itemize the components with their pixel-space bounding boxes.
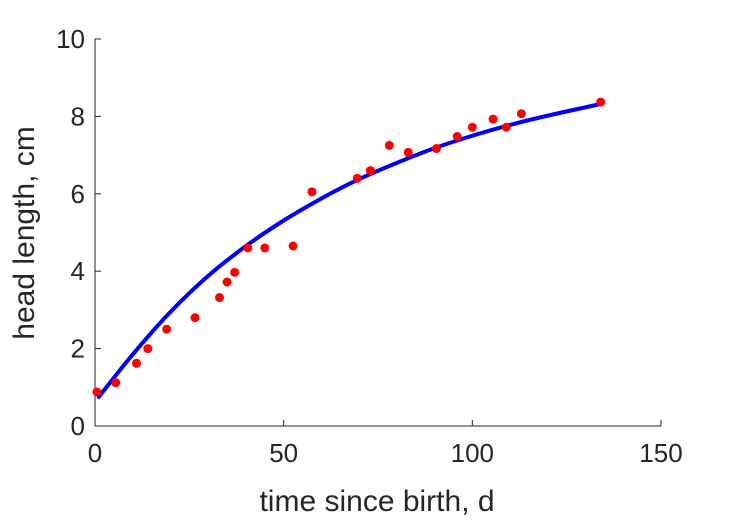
data-point [384,140,394,150]
data-point [222,277,232,287]
data-point [403,147,413,157]
data-point [467,122,477,132]
y-tick-label: 10 [56,24,85,54]
x-tick-label: 100 [451,438,494,468]
data-point [365,166,375,176]
data-point [260,243,270,253]
data-point [92,387,102,397]
data-point [162,324,172,334]
data-point [111,378,121,388]
x-tick-label: 0 [88,438,102,468]
data-point [352,173,362,183]
data-point [243,243,253,253]
data-point [431,144,441,154]
y-axis-label: head length, cm [8,126,41,339]
data-point [190,313,200,323]
y-tick-label: 6 [71,179,85,209]
data-point [596,97,606,107]
y-tick-label: 2 [71,334,85,364]
x-tick-label: 50 [269,438,298,468]
fit-curve [96,102,603,399]
axes: 0 50 100 150 0 2 4 6 8 10 [56,24,683,468]
x-axis-label: time since birth, d [259,485,494,518]
data-point [132,358,142,368]
data-point [307,187,317,197]
data-point [230,267,240,277]
data-point [488,114,498,124]
x-tick-label: 150 [639,438,682,468]
plot-area [92,97,606,399]
data-point [215,293,225,303]
y-tick-label: 0 [71,411,85,441]
y-tick-label: 8 [71,101,85,131]
data-point [452,132,462,142]
data-point [516,109,526,119]
data-point [501,122,511,132]
y-tick-label: 4 [71,256,85,286]
data-point [288,241,298,251]
data-point [143,344,153,354]
